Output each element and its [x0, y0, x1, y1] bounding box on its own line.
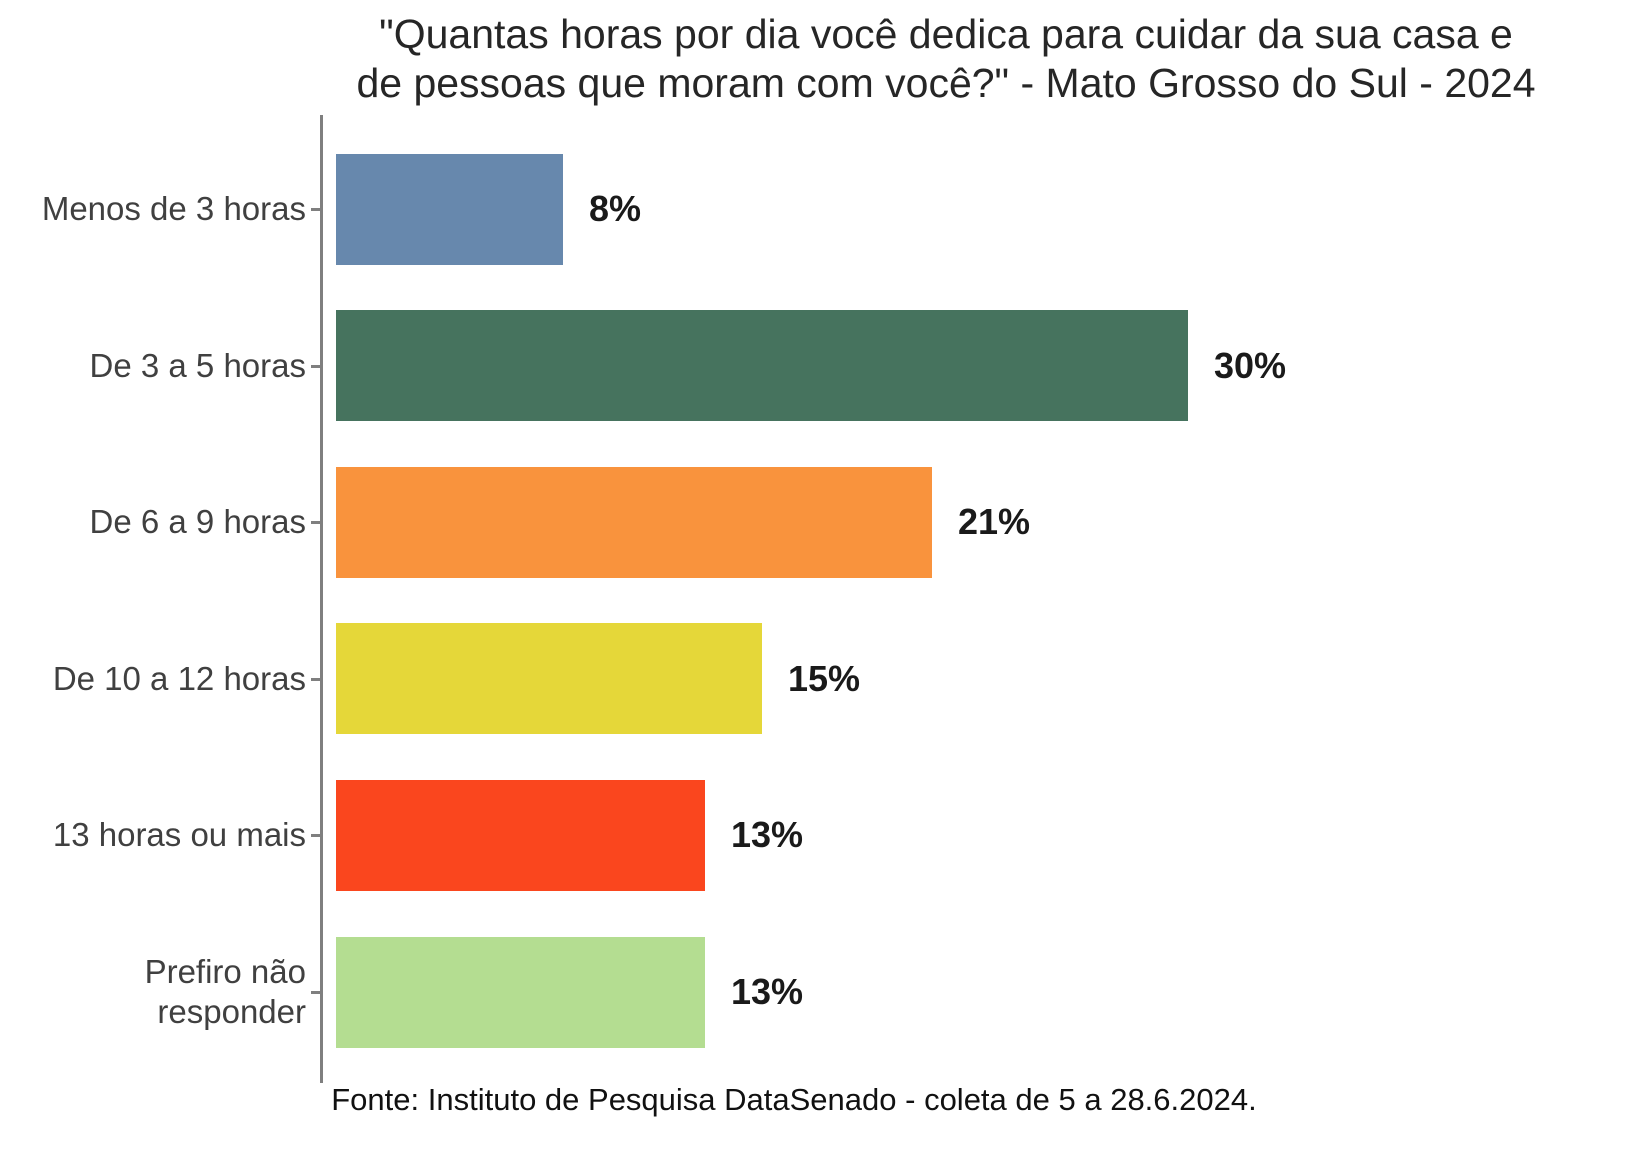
y-axis-line [320, 115, 323, 1083]
chart-title: "Quantas horas por dia você dedica para … [356, 11, 1536, 107]
bar [336, 623, 762, 734]
bar [336, 937, 705, 1048]
bar [336, 467, 932, 578]
category-label: Menos de 3 horas [41, 189, 306, 227]
axis-tick [311, 678, 320, 681]
axis-tick [311, 991, 320, 994]
bar [336, 154, 563, 265]
value-label: 15% [788, 658, 861, 699]
category-label: De 10 a 12 horas [52, 659, 306, 697]
bar [336, 310, 1188, 421]
value-label: 8% [589, 188, 642, 229]
bar [336, 780, 705, 891]
value-label: 13% [731, 814, 804, 855]
axis-tick [311, 834, 320, 837]
category-label: De 6 a 9 horas [89, 502, 306, 540]
category-label: 13 horas ou mais [52, 815, 306, 853]
value-label: 30% [1214, 345, 1287, 386]
value-label: 13% [731, 971, 804, 1012]
category-label: Prefiro não responder [144, 952, 306, 1030]
axis-tick [311, 365, 320, 368]
source-caption: Fonte: Instituto de Pesquisa DataSenado … [331, 1082, 1257, 1117]
axis-tick [311, 208, 320, 211]
value-label: 21% [958, 501, 1031, 542]
axis-tick [311, 521, 320, 524]
category-label: De 3 a 5 horas [89, 346, 306, 384]
